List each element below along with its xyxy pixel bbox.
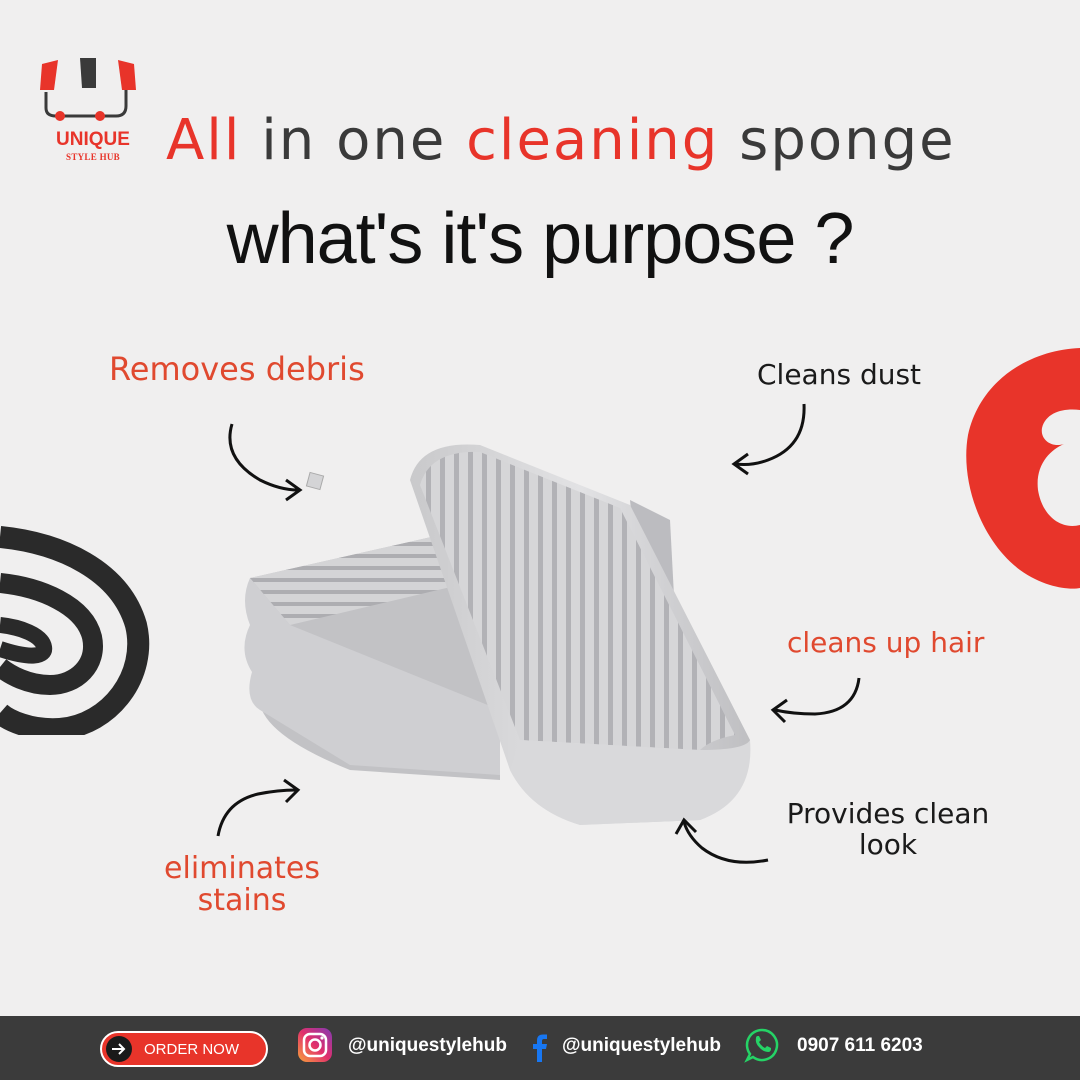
facebook-icon[interactable] (531, 1034, 549, 1062)
whatsapp-icon[interactable] (744, 1027, 780, 1063)
callout-eliminates-line2: stains (197, 883, 287, 918)
headline-word-in-one: in one (261, 108, 447, 173)
headline: All in one cleaning sponge (166, 108, 1066, 173)
phone-number[interactable]: 0907 611 6203 (797, 1035, 923, 1056)
callout-cleans-dust: Cleans dust (757, 358, 922, 391)
subheadline: what's it's purpose ? (226, 199, 855, 279)
instagram-icon[interactable] (296, 1026, 334, 1064)
arrow-cleans-hair (770, 677, 861, 724)
callout-provides-clean-line1: Provides clean (786, 797, 990, 830)
instagram-handle[interactable]: @uniquestylehub (348, 1035, 507, 1056)
brand-tagline: STYLE HUB (66, 152, 120, 162)
callout-provides-clean-line2: look (858, 828, 918, 861)
order-now-button[interactable]: ORDER NOW (100, 1031, 268, 1067)
order-now-label: ORDER NOW (144, 1040, 239, 1058)
sponge-product-image (244, 444, 751, 825)
headline-word-all: All (166, 108, 242, 173)
callout-removes-debris: Removes debris (109, 350, 365, 388)
arrow-removes-debris (228, 423, 325, 502)
arrow-cleans-dust (731, 403, 806, 476)
brand-name: UNIQUE (56, 129, 130, 150)
black-swirl-decoration (0, 526, 150, 735)
callout-eliminates-line1: eliminates (164, 851, 320, 886)
callout-provides-clean: Provides clean look (783, 798, 993, 860)
callout-eliminates-stains: eliminates stains (157, 853, 327, 917)
headline-word-sponge: sponge (739, 108, 956, 173)
arrow-right-icon (106, 1036, 132, 1062)
headline-word-cleaning: cleaning (466, 108, 720, 173)
red-ring-decoration (966, 348, 1080, 589)
arrow-eliminates-stains (216, 778, 301, 837)
brand-logo-icon (40, 58, 136, 121)
arrow-provides-clean (674, 817, 769, 864)
callout-cleans-hair: cleans up hair (787, 626, 985, 659)
facebook-handle[interactable]: @uniquestylehub (562, 1035, 721, 1056)
